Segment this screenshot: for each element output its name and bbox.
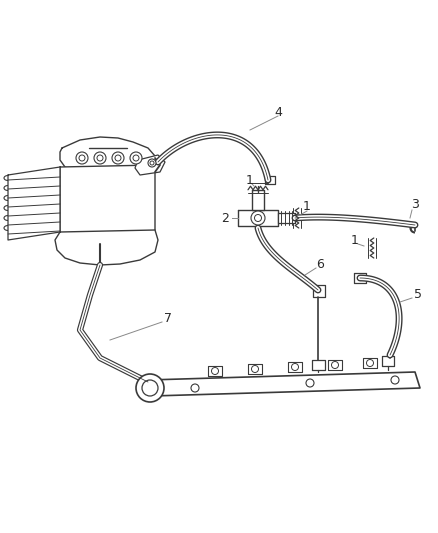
- Text: 1: 1: [351, 233, 359, 246]
- Circle shape: [112, 152, 124, 164]
- Text: 1: 1: [303, 200, 311, 214]
- Circle shape: [142, 380, 158, 396]
- Circle shape: [136, 374, 164, 402]
- Circle shape: [251, 366, 258, 373]
- Polygon shape: [382, 356, 394, 366]
- Polygon shape: [328, 360, 342, 370]
- Polygon shape: [278, 213, 295, 223]
- Circle shape: [76, 152, 88, 164]
- Polygon shape: [60, 137, 155, 181]
- Polygon shape: [8, 167, 60, 240]
- Text: 5: 5: [414, 288, 422, 302]
- Polygon shape: [55, 230, 158, 265]
- Polygon shape: [313, 285, 325, 297]
- Polygon shape: [265, 176, 275, 184]
- Circle shape: [79, 155, 85, 161]
- Text: 1: 1: [246, 174, 254, 187]
- Circle shape: [251, 211, 265, 225]
- Polygon shape: [238, 210, 278, 226]
- Text: 7: 7: [164, 311, 172, 325]
- Circle shape: [130, 152, 142, 164]
- Polygon shape: [135, 155, 165, 175]
- Circle shape: [115, 155, 121, 161]
- Text: 3: 3: [411, 198, 419, 212]
- Polygon shape: [60, 165, 155, 244]
- Polygon shape: [208, 366, 222, 376]
- Circle shape: [97, 155, 103, 161]
- Text: 6: 6: [316, 259, 324, 271]
- Circle shape: [148, 159, 156, 167]
- Text: 2: 2: [221, 212, 229, 224]
- Polygon shape: [148, 372, 420, 396]
- Polygon shape: [252, 190, 264, 210]
- Text: 4: 4: [274, 106, 282, 118]
- Circle shape: [212, 367, 219, 375]
- Circle shape: [94, 152, 106, 164]
- Polygon shape: [288, 362, 302, 372]
- Circle shape: [191, 384, 199, 392]
- Circle shape: [133, 155, 139, 161]
- Polygon shape: [248, 364, 262, 374]
- Polygon shape: [354, 273, 366, 283]
- Polygon shape: [312, 360, 325, 370]
- Circle shape: [367, 359, 374, 367]
- Circle shape: [391, 376, 399, 384]
- Circle shape: [292, 364, 299, 370]
- Circle shape: [332, 361, 339, 368]
- Circle shape: [254, 214, 261, 222]
- Circle shape: [150, 161, 154, 165]
- Polygon shape: [363, 358, 377, 368]
- Circle shape: [306, 379, 314, 387]
